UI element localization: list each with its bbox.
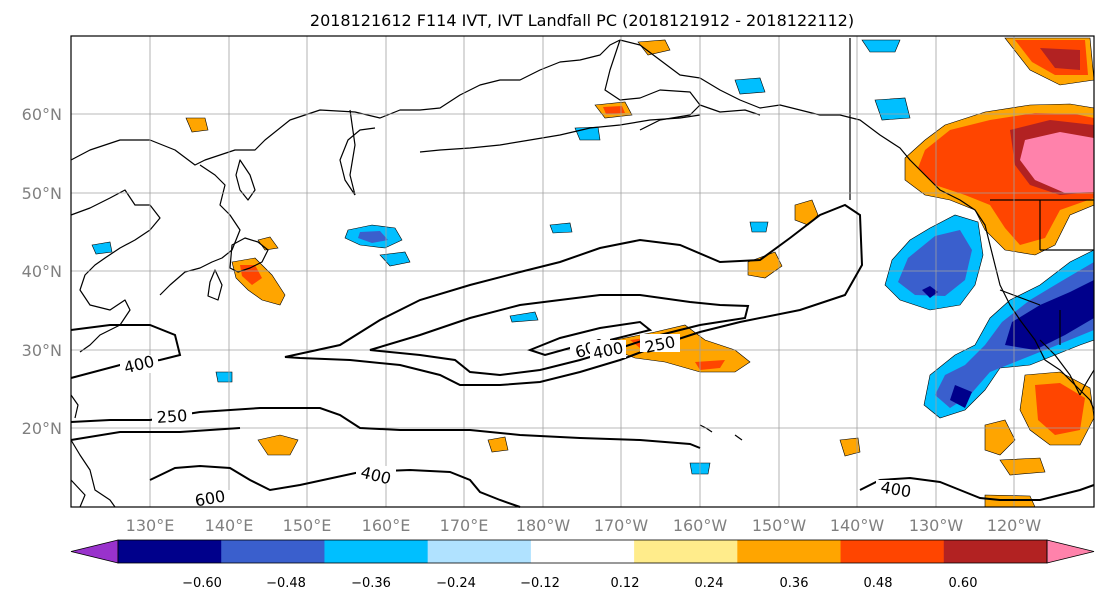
lon-label: 140°E [205,516,254,535]
ivt-anomaly-shading [91,37,1095,508]
colorbar-tick-label: 0.48 [864,576,893,591]
lon-label: 150°E [283,516,332,535]
lon-label: 120°W [987,516,1042,535]
colorbar-extend-high [1046,539,1095,564]
colorbar-swatch [840,540,945,563]
colorbar-swatch [427,540,532,563]
graticule [71,36,1094,507]
colorbar-swatch [221,540,325,563]
lat-label: 40°N [22,262,62,281]
map-panel: 400 250 600 600 400 250 400 400 [70,35,1095,511]
colorbar-extend-low [70,539,119,564]
colorbar-swatch [118,540,222,563]
contour-600 [527,320,653,357]
colorbar-swatch [324,540,429,563]
lon-label: 140°W [830,516,885,535]
colorbar-frame [117,539,1048,564]
lon-label: 130°E [126,516,175,535]
colorbar-swatch [634,540,738,563]
lon-label: 130°W [909,516,964,535]
contour-label-group: 400 250 600 600 400 250 400 400 [120,332,916,511]
colorbar [70,539,1095,564]
colorbar-tick-label: −0.36 [351,576,391,591]
contour-label: 250 [156,406,188,427]
strongest-positive-core [1020,132,1094,193]
longitude-labels: 130°E 140°E 150°E 160°E 170°E 180°W 170°… [126,516,1042,535]
lat-label: 60°N [22,105,62,124]
colorbar-tick-label: −0.48 [266,576,306,591]
colorbar-tick-label: 0.12 [611,576,640,591]
lat-label: 30°N [22,341,62,360]
colorbar-swatch [530,540,635,563]
colorbar-tick-label: −0.24 [436,576,476,591]
latitude-labels: 60°N 50°N 40°N 30°N 20°N [22,105,62,438]
colorbar-tick-label: 0.24 [695,576,724,591]
lat-label: 50°N [22,184,62,203]
lon-label: 170°W [594,516,649,535]
colorbar-tick-label: 0.60 [949,576,978,591]
colorbar-swatch [943,540,1048,563]
lon-label: 180°W [516,516,571,535]
colorbar-tick-label: −0.60 [182,576,222,591]
lon-label: 170°E [440,516,489,535]
coastlines [70,38,1095,508]
colorbar-tick-label: −0.12 [520,576,560,591]
colorbar-swatch [737,540,842,563]
map-title: 2018121612 F114 IVT, IVT Landfall PC (20… [310,11,854,30]
lat-label: 20°N [22,419,62,438]
strong-negative-core [1005,280,1094,350]
lon-label: 150°W [752,516,807,535]
contour-400 [369,294,750,377]
colorbar-tick-label: 0.36 [780,576,809,591]
colorbar-tick-labels: −0.60 −0.48 −0.36 −0.24 −0.12 0.12 0.24 … [182,576,977,591]
lon-label: 160°W [673,516,728,535]
lon-label: 160°E [362,516,411,535]
map-frame [70,35,1095,508]
contour-250 [284,203,864,386]
